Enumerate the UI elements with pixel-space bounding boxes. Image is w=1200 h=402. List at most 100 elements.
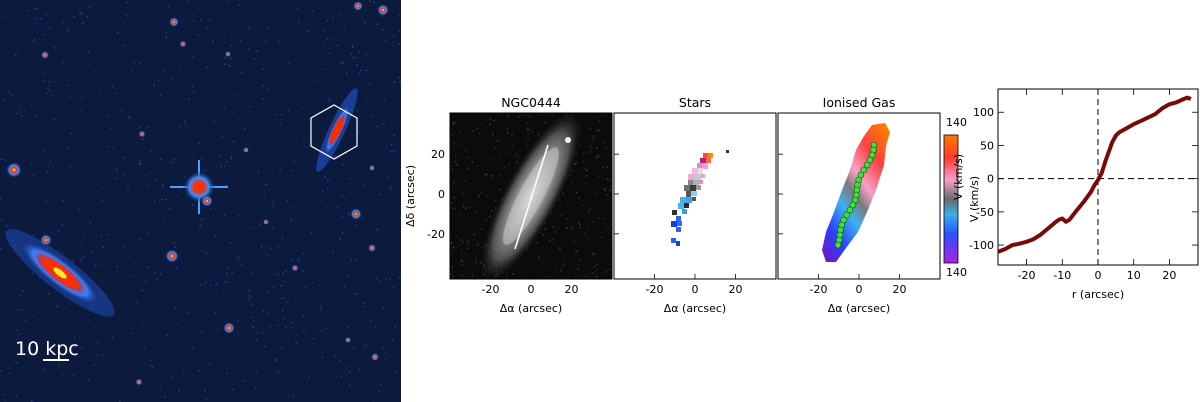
image-noise-pixel xyxy=(551,260,553,263)
sky-noise-pixel xyxy=(339,178,341,180)
sky-noise-pixel xyxy=(142,326,144,328)
image-noise-pixel xyxy=(515,160,517,163)
sky-noise-pixel xyxy=(348,384,351,386)
image-noise-pixel xyxy=(513,167,516,169)
image-noise-pixel xyxy=(503,166,506,168)
sky-noise-pixel xyxy=(308,145,310,147)
sky-noise-pixel xyxy=(341,131,344,134)
image-noise-pixel xyxy=(574,252,577,254)
image-noise-pixel xyxy=(589,151,592,153)
image-noise-pixel xyxy=(467,241,470,244)
sky-noise-pixel xyxy=(263,196,265,199)
sky-noise-pixel xyxy=(174,246,176,249)
sky-noise-pixel xyxy=(339,63,341,65)
sky-noise-pixel xyxy=(226,273,229,275)
image-noise-pixel xyxy=(489,123,491,125)
sky-noise-pixel xyxy=(378,389,381,392)
sky-noise-pixel xyxy=(311,10,314,12)
sky-noise-pixel xyxy=(379,193,381,196)
sky-noise-pixel xyxy=(327,97,329,99)
sky-noise-pixel xyxy=(84,26,87,29)
sky-noise-pixel xyxy=(204,281,207,283)
sky-noise-pixel xyxy=(30,105,33,107)
sky-noise-pixel xyxy=(59,249,61,251)
sky-noise-pixel xyxy=(389,150,392,152)
sky-noise-pixel xyxy=(306,118,309,120)
sky-noise-pixel xyxy=(113,146,116,148)
sky-noise-pixel xyxy=(239,40,241,42)
sky-noise-pixel xyxy=(357,157,359,159)
sky-noise-pixel xyxy=(154,272,157,274)
sky-noise-pixel xyxy=(202,218,204,220)
sky-noise-pixel xyxy=(230,381,233,383)
image-noise-pixel xyxy=(467,167,469,169)
sky-noise-pixel xyxy=(297,62,299,64)
sky-noise-pixel xyxy=(87,51,90,53)
sky-noise-pixel xyxy=(25,216,27,218)
image-noise-pixel xyxy=(497,113,500,115)
sky-noise-pixel xyxy=(266,245,268,247)
sky-noise-pixel xyxy=(365,223,367,226)
sky-noise-pixel xyxy=(214,312,216,314)
sky-noise-pixel xyxy=(204,116,206,118)
sky-noise-pixel xyxy=(381,123,383,125)
sky-noise-pixel xyxy=(61,224,63,226)
sky-noise-pixel xyxy=(255,370,257,373)
sky-noise-pixel xyxy=(274,273,276,275)
sky-noise-pixel xyxy=(365,53,368,56)
sky-noise-pixel xyxy=(80,110,82,112)
series-rotation-curve xyxy=(998,95,1192,254)
gas-peak-trace xyxy=(834,141,878,249)
sky-noise-pixel xyxy=(191,204,194,206)
image-noise-pixel xyxy=(517,162,519,164)
sky-noise-pixel xyxy=(333,155,335,158)
image-noise-pixel xyxy=(548,276,551,278)
sky-noise-pixel xyxy=(193,125,195,128)
sky-noise-pixel xyxy=(74,389,76,391)
image-noise-pixel xyxy=(454,154,456,156)
map-x-tick-label: 0 xyxy=(528,283,535,296)
sky-noise-pixel xyxy=(56,157,59,159)
sky-noise-pixel xyxy=(298,21,300,23)
image-noise-pixel xyxy=(512,273,514,275)
sky-noise-pixel xyxy=(47,167,50,169)
sky-noise-pixel xyxy=(381,15,383,17)
sky-noise-pixel xyxy=(297,196,299,199)
sky-noise-pixel xyxy=(53,81,55,83)
sky-noise-pixel xyxy=(49,161,52,163)
chart-y-tick-label: -50 xyxy=(976,206,994,219)
sky-noise-pixel xyxy=(81,347,83,349)
sky-noise-pixel xyxy=(272,227,274,230)
sky-noise-pixel xyxy=(206,66,208,68)
sky-noise-pixel xyxy=(240,230,243,232)
sky-noise-pixel xyxy=(347,57,349,59)
image-noise-pixel xyxy=(476,244,479,246)
sky-noise-pixel xyxy=(5,385,7,388)
sky-noise-pixel xyxy=(377,23,379,26)
sky-noise-pixel xyxy=(139,127,142,129)
sky-noise-pixel xyxy=(218,114,220,116)
image-noise-pixel xyxy=(597,115,600,118)
sky-noise-pixel xyxy=(153,79,155,82)
sky-noise-pixel xyxy=(137,354,139,357)
sky-noise-pixel xyxy=(337,142,339,144)
sky-noise-pixel xyxy=(99,292,101,294)
sky-noise-pixel xyxy=(347,275,349,277)
sky-noise-pixel xyxy=(383,98,385,100)
image-noise-pixel xyxy=(499,188,501,191)
sky-noise xyxy=(0,0,401,402)
image-noise-pixel xyxy=(587,210,590,213)
colorbar-bottom-label: 140 xyxy=(946,266,967,279)
sky-noise-pixel xyxy=(379,340,381,342)
sky-noise-pixel xyxy=(253,58,255,60)
image-noise-pixel xyxy=(576,250,578,252)
sky-noise-pixel xyxy=(354,358,357,360)
sky-noise-pixel xyxy=(215,164,217,166)
sky-noise-pixel xyxy=(283,91,285,94)
sky-noise-pixel xyxy=(87,145,89,148)
sky-noise-pixel xyxy=(201,3,203,5)
image-noise-pixel xyxy=(558,199,561,201)
sky-noise-pixel xyxy=(123,22,125,24)
sky-noise-pixel xyxy=(137,386,140,388)
